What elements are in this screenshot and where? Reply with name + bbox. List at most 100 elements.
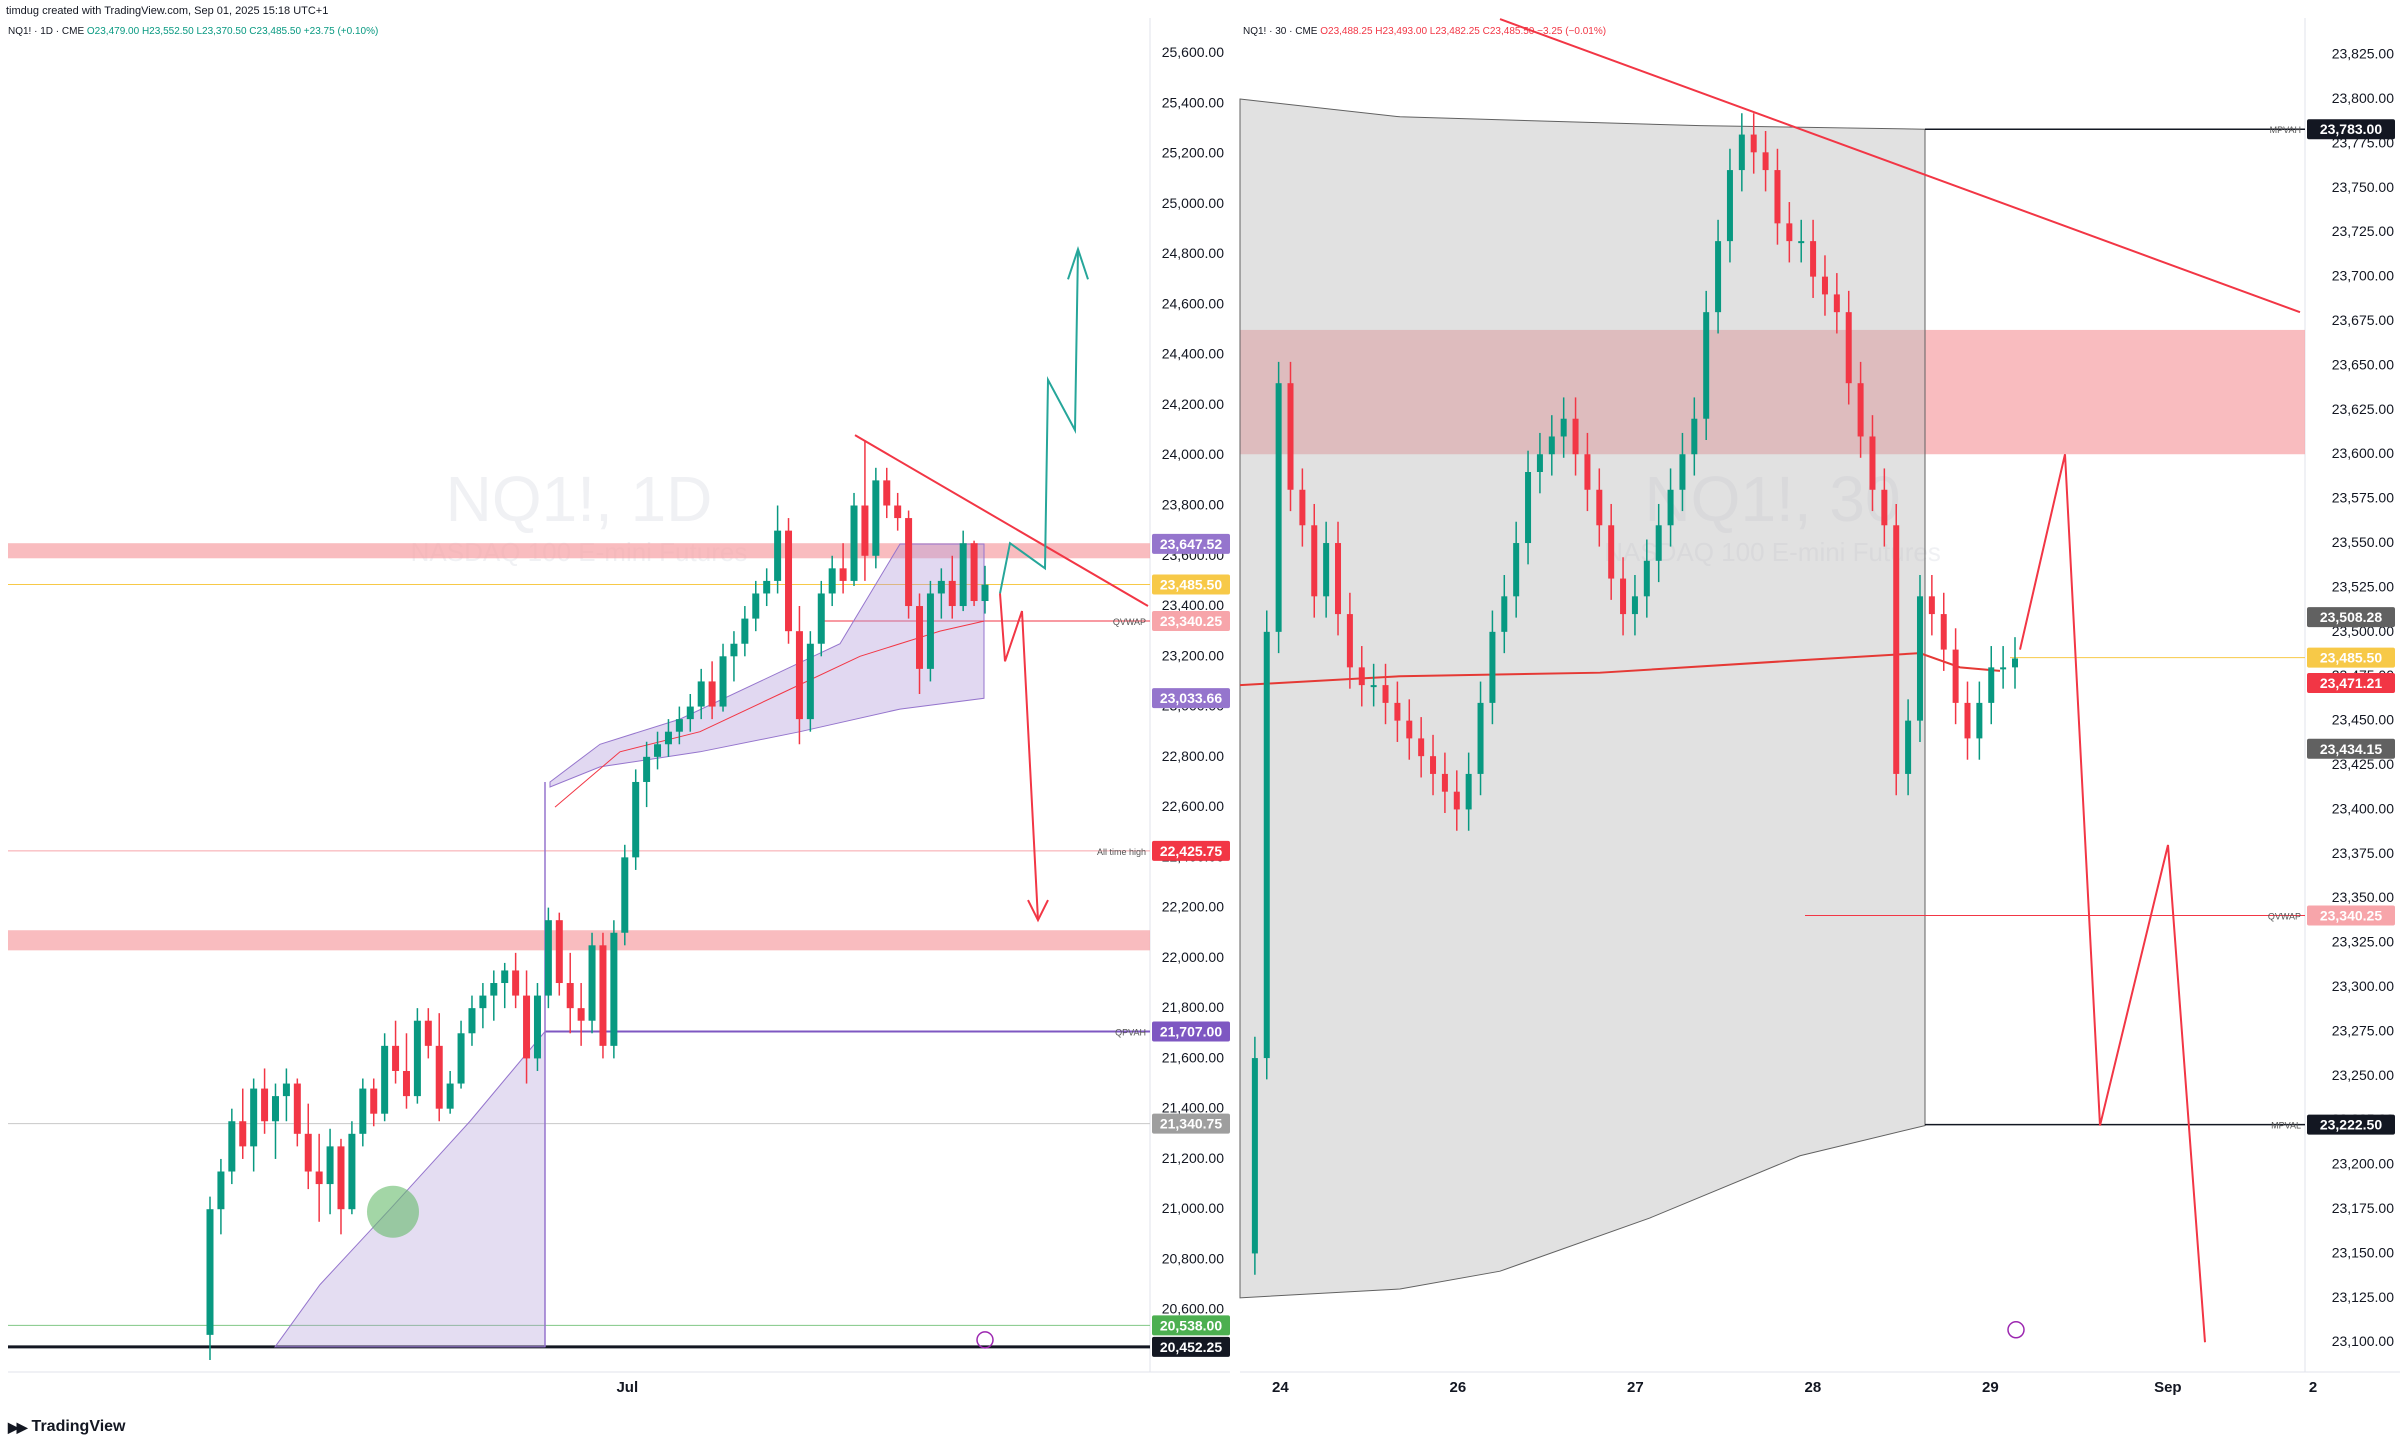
candle-body	[621, 857, 629, 933]
y-tick-label: 23,325.00	[2332, 934, 2394, 950]
vwap-line	[1239, 652, 2001, 687]
candle-body	[785, 530, 793, 632]
chart-credit: timdug created with TradingView.com, Sep…	[6, 5, 329, 17]
candle-body	[501, 970, 509, 984]
candle-body	[1952, 649, 1959, 703]
candle-body	[1299, 489, 1306, 526]
candle-body	[1370, 685, 1377, 688]
x-tick-label: 24	[1272, 1379, 1289, 1396]
descending-trendline	[1499, 18, 2301, 314]
price-label: 20,538.00	[1160, 1317, 1222, 1333]
left-legend-high: H23,552.50	[141, 26, 194, 37]
x-tick-label: 2	[2309, 1379, 2317, 1396]
candle-body	[1988, 667, 1995, 703]
price-label: 23,485.50	[1160, 577, 1222, 593]
symbol-watermark: NQ1!, 1D	[446, 463, 713, 535]
candle-body	[1275, 383, 1282, 632]
candle-body	[905, 518, 913, 607]
vwap-midline	[554, 620, 985, 808]
candle-body	[894, 505, 902, 519]
candle-body	[2012, 658, 2018, 668]
candle-body	[741, 618, 749, 644]
candle-body	[566, 983, 574, 1009]
price-label: 22,425.75	[1160, 843, 1222, 859]
y-tick-label: 23,450.00	[2332, 712, 2394, 728]
candle-body	[1287, 383, 1294, 490]
candle-body	[632, 781, 640, 858]
candle-body	[282, 1083, 290, 1097]
candle-body	[926, 593, 934, 669]
candle-body	[828, 568, 836, 594]
candle-body	[435, 1045, 443, 1109]
candle-body	[1263, 631, 1270, 1059]
right-legend-title: NQ1! · 30 · CME	[1243, 26, 1318, 37]
candle-body	[795, 631, 803, 720]
right-legend-change: −3.25 (−0.01%)	[1537, 26, 1607, 37]
y-tick-label: 23,750.00	[2332, 179, 2394, 195]
candle-body	[2000, 667, 2007, 670]
candle-body	[675, 719, 683, 732]
candle-body	[1335, 543, 1342, 615]
candle-body	[402, 1070, 410, 1097]
candle-body	[1560, 418, 1567, 437]
y-tick-label: 23,525.00	[2332, 578, 2394, 594]
candle-body	[315, 1171, 323, 1185]
x-tick-label: 27	[1627, 1379, 1644, 1396]
candle-body	[1430, 756, 1437, 774]
candle-body	[948, 580, 956, 607]
candle-body	[555, 920, 563, 984]
y-tick-label: 21,000.00	[1162, 1200, 1224, 1216]
tradingview-logo-icon: ▶▶	[8, 1418, 27, 1435]
price-label-bg	[2307, 738, 2395, 759]
price-label-bg	[1152, 611, 1230, 632]
price-label-bg	[2307, 647, 2395, 668]
y-tick-label: 23,125.00	[2332, 1289, 2394, 1305]
candle-body	[1715, 241, 1722, 313]
candle-body	[523, 995, 531, 1059]
candle-body	[1513, 543, 1520, 597]
candle-body	[981, 584, 989, 602]
price-label-bg	[2307, 905, 2395, 926]
x-tick-label: 29	[1982, 1379, 1999, 1396]
y-tick-label: 23,725.00	[2332, 223, 2394, 239]
candle-body	[1845, 312, 1852, 384]
price-label: 23,508.28	[2320, 609, 2382, 625]
candle-body	[959, 543, 967, 607]
y-tick-label: 21,400.00	[1162, 1100, 1224, 1116]
candle-body	[850, 505, 858, 581]
candle-body	[1738, 134, 1745, 171]
candle-body	[1620, 578, 1627, 615]
candle-body	[381, 1045, 389, 1114]
candle-body	[392, 1045, 400, 1071]
price-label-bg	[1152, 533, 1230, 554]
candle-body	[326, 1146, 334, 1185]
candle-body	[1857, 383, 1864, 437]
y-tick-label: 23,400.00	[2332, 800, 2394, 816]
candle-body	[1726, 170, 1733, 242]
candle-body	[883, 480, 891, 506]
y-tick-label: 23,675.00	[2332, 312, 2394, 328]
y-tick-label: 23,425.00	[2332, 756, 2394, 772]
candle-body	[1928, 596, 1935, 615]
candle-body	[1976, 702, 1983, 739]
y-tick-label: 20,600.00	[1162, 1301, 1224, 1317]
candle-body	[1905, 720, 1912, 774]
price-label-bg	[1152, 1315, 1230, 1336]
y-tick-label: 23,650.00	[2332, 356, 2394, 372]
candle-body	[413, 1020, 421, 1097]
right-legend-close: C23,485.50	[1482, 26, 1535, 37]
candle-body	[916, 606, 924, 669]
candle-body	[1418, 738, 1425, 757]
left-legend-change: +23.75 (+0.10%)	[303, 26, 379, 37]
candle-body	[446, 1083, 454, 1109]
candle-body	[1465, 773, 1472, 810]
candle-body	[1750, 134, 1757, 153]
left-legend-low: L23,370.50	[196, 26, 247, 37]
candle-body	[577, 1008, 585, 1021]
price-label: 23,340.25	[2320, 908, 2382, 924]
candle-body	[719, 656, 727, 707]
candle-body	[610, 932, 618, 1046]
candle-body	[370, 1088, 378, 1114]
candle-body	[479, 995, 487, 1009]
